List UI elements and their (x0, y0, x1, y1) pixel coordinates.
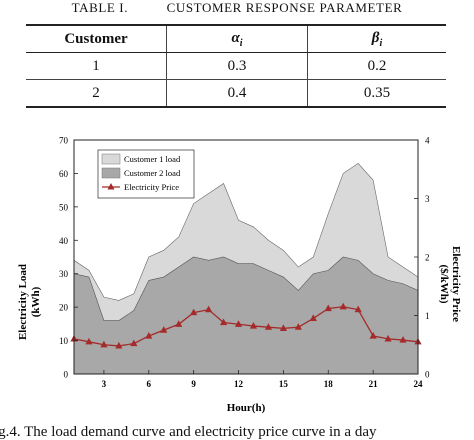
alpha-symbol: α (231, 29, 240, 46)
y-left-tick-label: 40 (59, 236, 69, 246)
x-tick-label: 12 (234, 379, 244, 389)
price-point (309, 314, 317, 322)
legend-label-price: Electricity Price (124, 182, 179, 192)
y-left-tick-label: 10 (59, 336, 69, 346)
x-tick-label: 21 (369, 379, 379, 389)
price-point (234, 320, 243, 327)
price-point (100, 340, 108, 348)
price-point (145, 331, 153, 339)
table-row: 2 0.4 0.35 (26, 79, 446, 108)
price-point (219, 318, 228, 326)
y-right-label-line2: ($/kWh) (438, 264, 450, 303)
x-tick-label: 24 (414, 379, 424, 389)
cell-alpha: 0.4 (166, 79, 308, 108)
price-point (160, 326, 168, 333)
price-point (354, 305, 362, 313)
area-customer-2-load (73, 256, 419, 375)
y-right-tick-label: 2 (425, 253, 430, 263)
cell-beta: 0.35 (307, 79, 446, 108)
price-point (279, 324, 287, 331)
header-beta: βi (307, 25, 446, 53)
price-point (339, 302, 347, 310)
legend-marker-price (107, 183, 115, 190)
price-point (294, 323, 302, 330)
cell-beta: 0.2 (307, 52, 446, 80)
price-layer (70, 302, 422, 349)
price-point (175, 320, 183, 327)
y-left-tick-label: 50 (59, 202, 69, 212)
alpha-subscript: i (239, 37, 243, 49)
cell-customer: 2 (26, 79, 167, 108)
y-right-tick-label: 4 (425, 136, 430, 146)
header-alpha: αi (166, 25, 308, 53)
x-tick-label: 9 (191, 379, 196, 389)
beta-subscript: i (379, 37, 383, 49)
y-right-tick-label: 1 (425, 311, 430, 321)
price-point (190, 308, 198, 316)
y-left-label-line1: Electricity Load (17, 264, 29, 340)
price-point (324, 304, 332, 312)
x-axis-label: Hour(h) (227, 402, 266, 414)
price-point (369, 331, 377, 339)
x-tick-label: 3 (102, 379, 107, 389)
customer-response-table: Customer αi βi 1 0.3 0.2 2 0.4 0.35 (26, 24, 446, 108)
beta-symbol: β (371, 29, 380, 46)
y-left-label-line2: (kWh) (30, 286, 42, 317)
price-point (384, 334, 392, 342)
x-tick-label: 18 (324, 379, 334, 389)
legend-swatch-customer-2 (101, 167, 121, 179)
table-caption-prefix: TABLE I. (71, 0, 129, 15)
legend: Customer 1 load Customer 2 load Electric… (97, 149, 195, 199)
y-right-tick-label: 3 (425, 194, 430, 204)
price-point (130, 339, 138, 347)
y-right-label-line1: Electricity Price (450, 246, 462, 322)
price-point (205, 305, 213, 313)
table-header-row: Customer αi βi (26, 25, 446, 53)
header-customer: Customer (26, 25, 167, 53)
x-tick-label: 6 (147, 379, 152, 389)
price-point (115, 341, 123, 349)
price-point (264, 323, 273, 330)
table-caption: TABLE I. CUSTOMER RESPONSE PARAMETER (0, 0, 474, 16)
cell-customer: 1 (26, 52, 167, 80)
y-left-tick-label: 20 (59, 303, 69, 313)
y-left-tick-label: 30 (59, 269, 69, 279)
legend-label-customer-2: Customer 2 load (124, 168, 181, 178)
cell-alpha: 0.3 (166, 52, 308, 80)
price-point (249, 322, 258, 329)
area-layer (73, 163, 419, 375)
price-line (73, 306, 419, 347)
x-tick-label: 15 (279, 379, 289, 389)
figure-caption: ig.4. The load demand curve and electric… (0, 424, 377, 440)
price-point (85, 337, 93, 345)
table-caption-title: CUSTOMER RESPONSE PARAMETER (166, 0, 403, 15)
legend-swatch-customer-1 (101, 153, 121, 165)
y-right-tick-label: 0 (425, 370, 430, 380)
y-left-tick-label: 60 (59, 169, 69, 179)
y-left-tick-label: 70 (59, 136, 69, 146)
price-point (399, 336, 407, 343)
legend-label-customer-1: Customer 1 load (124, 154, 181, 164)
table-row: 1 0.3 0.2 (26, 52, 446, 80)
y-left-tick-label: 0 (64, 370, 69, 380)
